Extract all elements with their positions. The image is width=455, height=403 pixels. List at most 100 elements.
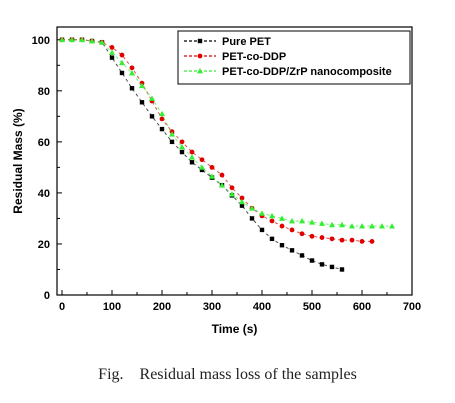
series-2-point — [109, 45, 115, 50]
x-tick-label: 300 — [203, 301, 221, 313]
series-3-point — [249, 205, 255, 211]
series-1-point — [179, 149, 185, 155]
series-3-point — [239, 198, 245, 205]
x-tick-label: 200 — [153, 301, 171, 313]
series-1-point — [329, 264, 335, 270]
residual-mass-chart: 0 100 200 300 400 500 600 700 0 20 40 60 80 100 Time (… — [11, 26, 421, 336]
series-3-point — [209, 173, 215, 179]
legend-label-1: Pure PET — [222, 36, 271, 48]
series-3-point — [189, 154, 195, 160]
x-axis-label: Time (s) — [212, 322, 258, 336]
series-2-point — [239, 195, 245, 201]
series-2-point — [319, 235, 325, 240]
series-2-point — [369, 239, 375, 244]
series-3-point — [339, 221, 345, 228]
series-3-point — [119, 59, 125, 66]
series-3-point — [149, 95, 155, 101]
x-tick-label: 0 — [59, 301, 65, 313]
series-3-point — [289, 217, 295, 224]
series-2-point — [329, 236, 335, 242]
y-tick-label: 20 — [38, 239, 50, 251]
y-axis-label: Residual Mass (%) — [11, 108, 25, 213]
series-3-point — [59, 36, 65, 43]
series-3-point — [159, 110, 165, 117]
series-3-point — [139, 82, 145, 89]
series-3-point — [169, 131, 175, 137]
series-1-point — [159, 126, 165, 132]
y-tick-label: 100 — [32, 35, 50, 47]
series-2-point — [189, 149, 195, 155]
series-3-point — [309, 219, 315, 225]
series-3-point — [259, 210, 265, 216]
legend-label-3: PET-co-DDP/ZrP nanocomposite — [222, 66, 392, 78]
legend-label-2: PET-co-DDP — [222, 51, 286, 63]
series-3-point — [129, 69, 135, 76]
series-2-point — [179, 139, 185, 145]
series-2-point — [199, 157, 205, 163]
series-3-point — [179, 143, 185, 150]
series-3-point — [269, 212, 275, 219]
y-tick-label: 40 — [38, 188, 50, 200]
series-3-point — [199, 164, 205, 170]
series-1-point — [139, 100, 145, 105]
series-3-point — [329, 221, 335, 228]
series-1-point — [119, 70, 125, 76]
y-tick-label: 60 — [38, 137, 50, 149]
legend-marker-2 — [197, 53, 203, 59]
series-2-point — [309, 233, 315, 239]
series-2-point — [299, 231, 305, 237]
series-1-point — [319, 262, 325, 267]
legend-box — [177, 30, 411, 85]
series-2-point — [159, 116, 165, 122]
series-3-point — [369, 223, 375, 229]
series-2-point — [359, 239, 365, 244]
plot-frame — [56, 26, 413, 296]
series-2-point — [229, 185, 235, 191]
series-3-point — [319, 220, 325, 226]
series-1-point — [239, 203, 245, 208]
series-2-point — [349, 237, 355, 243]
series-1-point — [149, 114, 155, 119]
series-3-point — [299, 217, 305, 224]
series-1-point — [279, 243, 285, 248]
x-tick-label: 100 — [103, 301, 121, 313]
series-3-point — [69, 36, 75, 43]
series-1-point — [199, 167, 205, 173]
series-1-point — [269, 236, 275, 242]
series-3-point — [359, 223, 365, 229]
series-1-point — [289, 248, 295, 253]
series-3-point — [389, 223, 395, 229]
series-3-point — [99, 39, 105, 45]
series-2-point — [339, 237, 345, 243]
series-2-point — [289, 227, 295, 233]
x-tick-label: 400 — [253, 301, 271, 313]
figure-caption: Fig. Residual mass loss of the samples — [98, 366, 357, 383]
y-tick-label: 80 — [38, 86, 50, 98]
series-1-point — [109, 55, 115, 60]
series-2-point — [129, 65, 135, 71]
series-2-point — [119, 52, 125, 58]
series-1-point — [129, 86, 135, 91]
series-3-point — [219, 182, 225, 188]
series-1-point — [189, 160, 195, 165]
y-tick-label: 0 — [44, 290, 50, 302]
series-1-point — [339, 267, 345, 272]
series-1-point — [249, 216, 255, 221]
legend-marker-3 — [197, 68, 203, 74]
series-3-point — [79, 36, 85, 43]
x-tick-label: 600 — [353, 301, 371, 313]
series-3-point — [349, 223, 355, 229]
series-2-point — [219, 172, 225, 178]
series-1-point — [309, 258, 315, 263]
series-3-point — [89, 38, 95, 44]
series-2-point — [279, 223, 285, 229]
series-3-point — [229, 191, 235, 197]
series-2-point — [269, 218, 275, 224]
x-tick-label: 700 — [403, 301, 421, 313]
series-3-point — [109, 49, 115, 55]
series-3-point — [379, 223, 385, 229]
x-tick-label: 500 — [303, 301, 321, 313]
legend-marker-1 — [197, 38, 203, 44]
series-line-3 — [62, 39, 392, 227]
